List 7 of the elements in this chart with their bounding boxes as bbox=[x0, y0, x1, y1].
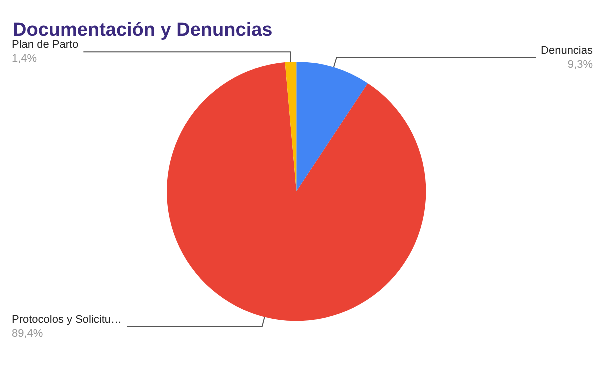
data-label: 89,4% bbox=[12, 328, 44, 340]
chart-title: Documentación y Denuncias bbox=[13, 20, 273, 41]
slice-label: Protocolos y Solicitu… bbox=[12, 314, 122, 326]
data-label: 1,4% bbox=[12, 53, 38, 66]
data-label: 9,3% bbox=[568, 58, 594, 71]
slice-label: Denuncias bbox=[541, 44, 594, 57]
slice-label: Plan de Parto bbox=[12, 39, 79, 52]
